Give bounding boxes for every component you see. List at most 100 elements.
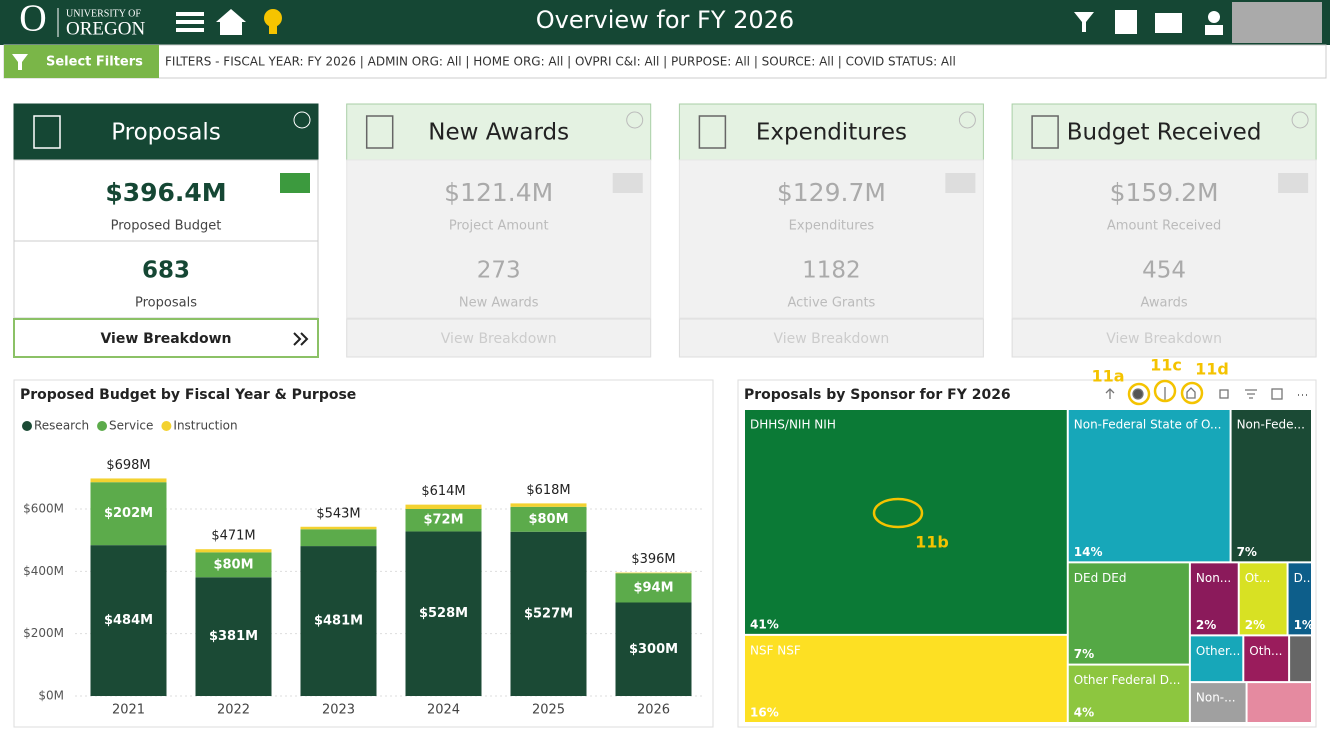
card-amount: $159.2M	[1110, 178, 1219, 207]
menu-icon[interactable]	[176, 12, 204, 32]
bar-segment	[90, 545, 167, 696]
bulb-icon[interactable]	[264, 9, 282, 34]
x-tick-label: 2023	[322, 703, 355, 718]
x-tick-label: 2022	[217, 703, 250, 718]
legend-marker	[161, 421, 172, 431]
treemap-tile	[1231, 410, 1311, 562]
card-count-label: Proposals	[135, 296, 197, 311]
view-breakdown-label[interactable]: View Breakdown	[773, 331, 889, 347]
export-icon[interactable]	[1155, 13, 1182, 33]
bar-segment	[405, 531, 482, 696]
filters-summary: FILTERS - FISCAL YEAR: FY 2026 | ADMIN O…	[165, 55, 956, 69]
bar-value-label: $484M	[104, 613, 153, 628]
treemap-value-label: 14%	[1074, 545, 1103, 559]
legend-label: Research	[34, 419, 89, 433]
legend-marker	[97, 421, 108, 431]
card-header	[678, 103, 984, 161]
view-breakdown-label[interactable]: View Breakdown	[1106, 331, 1222, 347]
card-count-label: Awards	[1141, 296, 1188, 311]
home-icon[interactable]	[216, 9, 246, 35]
treemap-label: Oth...	[1249, 644, 1282, 658]
card-amount: $121.4M	[444, 178, 553, 207]
treemap-value-label: 41%	[750, 617, 779, 631]
legend-marker	[22, 421, 32, 431]
bar-segment	[405, 509, 482, 532]
card-body	[13, 159, 319, 319]
treemap-tile	[745, 635, 1067, 722]
y-tick-label: $0M	[38, 689, 64, 703]
visual-header-icons[interactable]	[1105, 387, 1307, 401]
annotation-marker	[1180, 381, 1204, 405]
bar-segment	[195, 577, 272, 696]
filter-icon[interactable]	[1074, 12, 1094, 32]
treemap-value-label: 7%	[1237, 545, 1257, 559]
user-icon[interactable]	[1205, 11, 1223, 35]
text-size-icon[interactable]	[1115, 10, 1137, 34]
treemap-label: Ot...	[1245, 571, 1271, 585]
view-breakdown-label[interactable]: View Breakdown	[100, 331, 231, 347]
annotation-marker	[872, 497, 924, 529]
card-icon	[33, 115, 61, 149]
card-count: 1182	[802, 258, 861, 284]
treemap-tile	[1239, 563, 1287, 635]
table-icon[interactable]	[1278, 173, 1309, 193]
treemap-label: Other...	[1196, 644, 1240, 658]
view-breakdown-button[interactable]	[1011, 318, 1317, 358]
treemap-tile	[1190, 683, 1246, 722]
bar-total-label: $543M	[316, 506, 360, 521]
view-breakdown-button[interactable]	[678, 318, 984, 358]
info-icon[interactable]	[293, 111, 311, 129]
bar-value-label: $94M	[633, 580, 673, 595]
x-tick-label: 2024	[427, 703, 460, 718]
bar-value-label: $300M	[629, 642, 678, 657]
treemap-value-label: 7%	[1074, 647, 1094, 661]
bar-segment	[510, 503, 587, 507]
treemap-tile	[1290, 636, 1311, 682]
annotation-marker	[1153, 379, 1177, 403]
treemap-label: Non...	[1196, 571, 1231, 585]
card-amount: $129.7M	[777, 178, 886, 207]
y-tick-label: $600M	[23, 502, 64, 516]
info-icon[interactable]	[626, 111, 644, 129]
bar-segment	[510, 506, 587, 532]
bar-segment	[195, 549, 272, 553]
table-icon[interactable]	[612, 173, 643, 193]
info-icon[interactable]	[1291, 111, 1309, 129]
card-icon	[698, 115, 727, 149]
card-amount-label: Proposed Budget	[111, 219, 222, 234]
view-breakdown-label[interactable]: View Breakdown	[441, 331, 557, 347]
bar-segment	[195, 552, 272, 578]
annotation-marker	[1127, 382, 1151, 406]
bar-segment	[405, 504, 482, 509]
treemap-label: Non-...	[1196, 691, 1236, 705]
annotation-label: 11a	[1091, 367, 1124, 386]
view-breakdown-button[interactable]	[13, 318, 319, 358]
bar-value-label: $80M	[528, 512, 568, 527]
legend-label: Instruction	[173, 419, 237, 433]
info-icon[interactable]	[958, 111, 976, 129]
select-filters-button[interactable]	[4, 45, 159, 78]
x-tick-label: 2025	[532, 703, 565, 718]
qr-code[interactable]	[1232, 2, 1322, 43]
treemap-tile	[1244, 636, 1289, 682]
treemap-tile	[1190, 563, 1238, 635]
card-count: 683	[142, 258, 190, 284]
bar-segment	[510, 531, 587, 696]
table-icon[interactable]	[945, 173, 976, 193]
card-amount: $396.4M	[105, 178, 226, 207]
select-filters-label[interactable]: Select Filters	[46, 55, 143, 70]
treemap-tile	[1190, 636, 1243, 682]
treemap-tile	[1288, 563, 1311, 635]
card-body	[1011, 159, 1317, 319]
treemap-label: Non-Federal State of O...	[1074, 418, 1222, 432]
bar-value-label: $80M	[213, 557, 253, 572]
bar-segment	[300, 526, 377, 530]
table-icon[interactable]	[280, 173, 310, 193]
card-amount-label: Expenditures	[789, 219, 875, 234]
card-header	[13, 103, 319, 161]
bar-value-label: $72M	[423, 513, 463, 528]
view-breakdown-button[interactable]	[346, 318, 652, 358]
card-title: New Awards	[428, 120, 569, 146]
treemap-label: Non-Fede...	[1237, 418, 1305, 432]
legend-label: Service	[109, 419, 153, 433]
